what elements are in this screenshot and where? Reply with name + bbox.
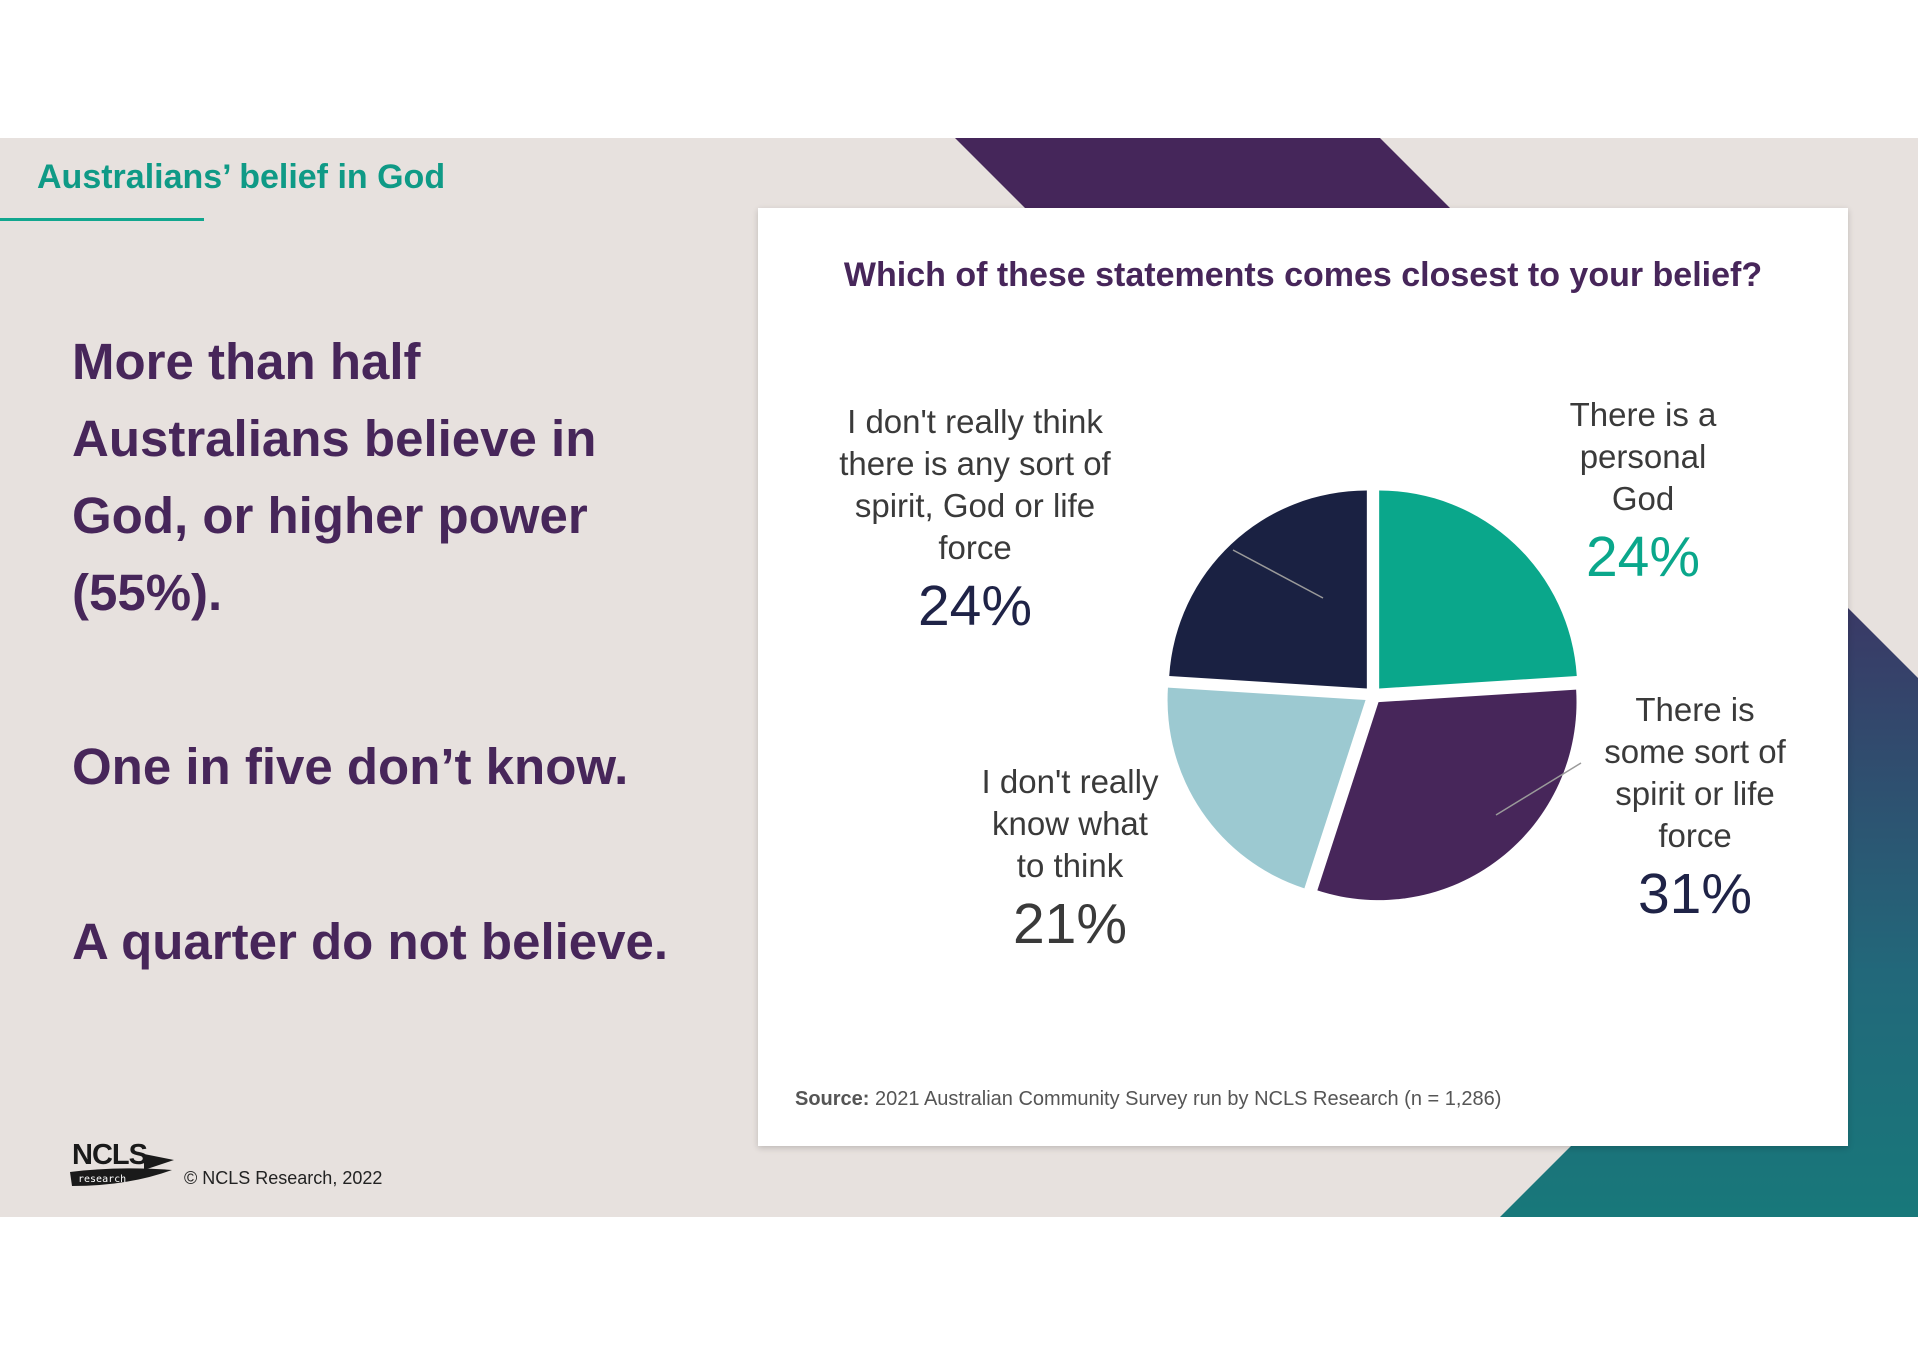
headline-dont-know: One in five don’t know. <box>72 738 629 795</box>
ncls-logo: NCLS research <box>70 1139 174 1186</box>
leader-line-no-god <box>1232 549 1324 599</box>
headline-believe: More than half Australians believe in Go… <box>72 323 596 631</box>
slice-label-line: I don't really think <box>847 403 1103 440</box>
headline-line: Australians believe in <box>72 410 597 467</box>
section-title: Australians’ belief in God <box>37 158 446 196</box>
headline-not-believe: A quarter do not believe. <box>72 913 669 970</box>
chart-title: Which of these statements comes closest … <box>843 256 1763 294</box>
background-decoration <box>955 138 1918 1217</box>
slice-label-line: spirit or life <box>1615 775 1775 812</box>
slice-label-line: There is <box>1635 691 1755 728</box>
slice-label-line: There is a <box>1569 396 1717 433</box>
chart-card: Which of these statements comes closest … <box>758 208 1848 1146</box>
slice-label-no-god: I don't really think there is any sort o… <box>815 401 1135 643</box>
copyright-text: © NCLS Research, 2022 <box>184 1168 383 1188</box>
section-title-underline <box>0 218 204 221</box>
slice-label-line: there is any sort of <box>839 445 1111 482</box>
slice-label-line: force <box>1658 817 1732 854</box>
slide: Australians’ belief in God More than hal… <box>0 138 1918 1217</box>
slice-percent: 31% <box>1637 862 1753 926</box>
pie-slice-spirit-force <box>1317 689 1577 901</box>
slice-label-spirit-force: There is some sort of spirit or life for… <box>1575 689 1815 931</box>
slice-label-personal-god: There is a personal God 24% <box>1543 394 1743 594</box>
slice-label-line: know what <box>992 805 1148 842</box>
source-text: 2021 Australian Community Survey run by … <box>869 1088 1502 1110</box>
leader-line-spirit <box>1495 762 1582 816</box>
headline-line: More than half <box>72 333 421 390</box>
headline-line: (55%). <box>72 564 223 621</box>
headline-line: God, or higher power <box>72 487 588 544</box>
pie-chart <box>1167 490 1582 901</box>
slice-label-line: some sort of <box>1604 733 1786 770</box>
logo-subtext: research <box>78 1174 126 1185</box>
slice-label-line: to think <box>1016 847 1124 884</box>
logo-text: NCLS <box>72 1139 148 1171</box>
slice-label-line: force <box>938 529 1012 566</box>
purple-stripe-decoration <box>955 138 1450 208</box>
pie-slice-personal-god <box>1379 490 1577 689</box>
gradient-stripe-decoration <box>1500 608 1918 1217</box>
slice-label-line: God <box>1611 480 1675 517</box>
slice-percent: 24% <box>1585 525 1701 589</box>
slice-label-line: I don't really <box>981 763 1159 800</box>
slice-percent: 24% <box>917 574 1033 638</box>
slice-label-line: spirit, God or life <box>854 487 1096 524</box>
source-bold: Source: <box>795 1088 870 1110</box>
slice-label-line: personal <box>1579 438 1707 475</box>
chart-source: Source: 2021 Australian Community Survey… <box>795 1088 1501 1111</box>
pie-slice-no-god <box>1169 490 1367 689</box>
slice-percent: 21% <box>1012 892 1128 956</box>
slice-label-dont-know: I don't really know what to think 21% <box>950 761 1190 961</box>
pie-slice-dont-know <box>1167 687 1366 889</box>
